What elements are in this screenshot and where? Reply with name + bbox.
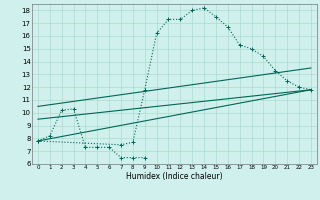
X-axis label: Humidex (Indice chaleur): Humidex (Indice chaleur) (126, 172, 223, 181)
